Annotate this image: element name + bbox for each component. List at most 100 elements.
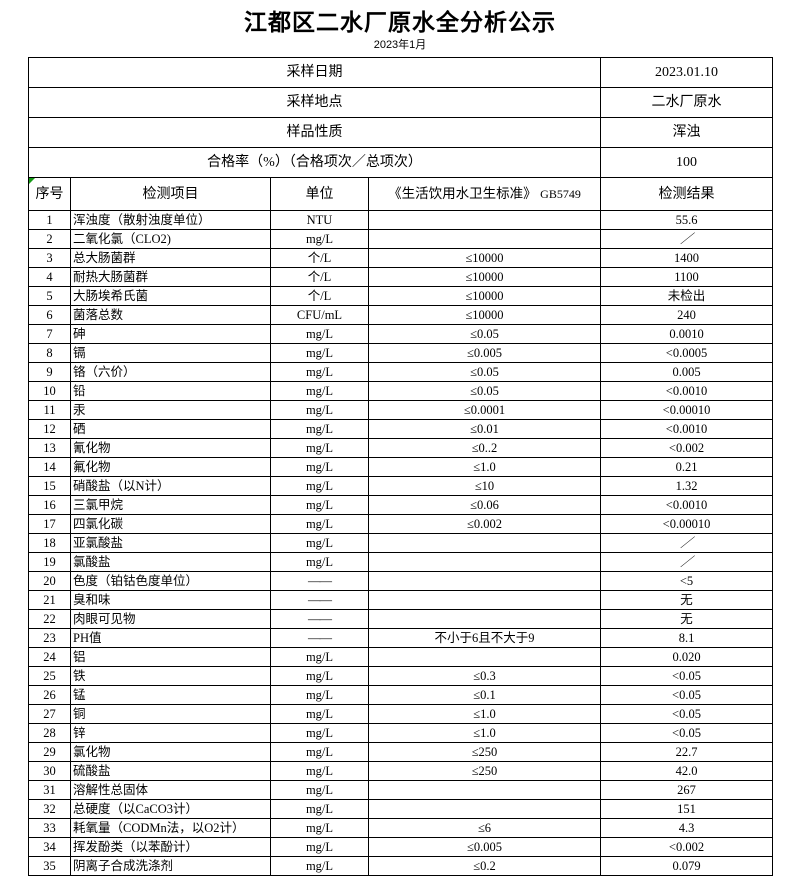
row-standard-cell [368,799,601,819]
row-result-cell: 42.0 [600,761,773,781]
cell-error-flag-icon [29,178,35,184]
row-index-cell: 16 [28,495,71,515]
row-item-cell: 耐热大肠菌群 [70,267,271,287]
page-title: 江都区二水厂原水全分析公示 [244,10,556,35]
summary-row-sampling-location: 采样地点 二水厂原水 [28,87,773,118]
row-unit-cell: —— [270,571,369,591]
row-result-cell: <0.05 [600,704,773,724]
row-unit-cell: —— [270,590,369,610]
row-standard-cell: 不小于6且不大于9 [368,628,601,648]
row-item-cell: 硝酸盐（以N计） [70,476,271,496]
row-item-cell: 氰化物 [70,438,271,458]
row-result-cell: <0.05 [600,685,773,705]
row-standard-cell [368,647,601,667]
table-row: 33 耗氧量（CODMn法，以O2计） mg/L ≤6 4.3 [28,818,773,838]
table-row: 6 菌落总数 CFU/mL ≤10000 240 [28,305,773,325]
table-row: 15 硝酸盐（以N计） mg/L ≤10 1.32 [28,476,773,496]
standard-name-label: 《生活饮用水卫生标准》 [388,186,537,201]
row-index-cell: 9 [28,362,71,382]
summary-label: 采样地点 [28,87,601,118]
row-index-cell: 6 [28,305,71,325]
row-standard-cell [368,210,601,230]
row-result-cell: 0.079 [600,856,773,876]
table-row: 23 PH值 —— 不小于6且不大于9 8.1 [28,628,773,648]
row-unit-cell: mg/L [270,552,369,572]
row-index-cell: 13 [28,438,71,458]
column-header-row: 序号 检测项目 单位 《生活饮用水卫生标准》 GB5749 检测结果 [28,177,773,211]
row-index-cell: 32 [28,799,71,819]
table-row: 9 铬（六价） mg/L ≤0.05 0.005 [28,362,773,382]
row-index-cell: 29 [28,742,71,762]
summary-value: 二水厂原水 [600,87,773,118]
row-unit-cell: mg/L [270,400,369,420]
row-item-cell: 镉 [70,343,271,363]
row-standard-cell: ≤10000 [368,286,601,306]
row-standard-cell: ≤0.005 [368,837,601,857]
row-item-cell: 铬（六价） [70,362,271,382]
row-item-cell: 臭和味 [70,590,271,610]
row-item-cell: 硫酸盐 [70,761,271,781]
not-tested-mark: ／ [680,231,693,246]
row-index-cell: 35 [28,856,71,876]
table-row: 22 肉眼可见物 —— 无 [28,609,773,629]
table-row: 1 浑浊度（散射浊度单位） NTU 55.6 [28,210,773,230]
summary-label: 采样日期 [28,57,601,88]
row-item-cell: 铁 [70,666,271,686]
row-standard-cell: ≤6 [368,818,601,838]
row-result-cell: ／ [600,229,773,249]
row-unit-cell: NTU [270,210,369,230]
table-row: 29 氯化物 mg/L ≤250 22.7 [28,742,773,762]
row-result-cell: 151 [600,799,773,819]
row-unit-cell: 个/L [270,248,369,268]
row-item-cell: 三氯甲烷 [70,495,271,515]
row-index-cell: 24 [28,647,71,667]
row-standard-cell: ≤0..2 [368,438,601,458]
row-unit-cell: mg/L [270,742,369,762]
em-dash-mark: —— [308,592,332,607]
row-index-cell: 19 [28,552,71,572]
summary-row-pass-rate: 合格率（%）（合格项次／总项次） 100 [28,147,773,178]
row-index-cell: 15 [28,476,71,496]
row-item-cell: 亚氯酸盐 [70,533,271,553]
row-standard-cell: ≤1.0 [368,723,601,743]
row-standard-cell: ≤0.01 [368,419,601,439]
row-index-cell: 26 [28,685,71,705]
row-item-cell: 铝 [70,647,271,667]
row-result-cell: 22.7 [600,742,773,762]
row-unit-cell: mg/L [270,799,369,819]
table-row: 19 氯酸盐 mg/L ／ [28,552,773,572]
row-unit-cell: mg/L [270,229,369,249]
row-index-cell: 17 [28,514,71,534]
row-index-cell: 1 [28,210,71,230]
row-result-cell: 未检出 [600,286,773,306]
row-index-cell: 8 [28,343,71,363]
row-index-cell: 30 [28,761,71,781]
em-dash-mark: —— [308,611,332,626]
row-result-cell: <0.00010 [600,400,773,420]
row-index-cell: 23 [28,628,71,648]
row-unit-cell: mg/L [270,514,369,534]
table-row: 30 硫酸盐 mg/L ≤250 42.0 [28,761,773,781]
row-unit-cell: 个/L [270,267,369,287]
row-index-cell: 11 [28,400,71,420]
column-header-unit: 单位 [270,177,369,211]
not-tested-mark: ／ [680,535,693,550]
row-index-cell: 14 [28,457,71,477]
row-unit-cell: mg/L [270,818,369,838]
row-unit-cell: CFU/mL [270,305,369,325]
table-row: 27 铜 mg/L ≤1.0 <0.05 [28,704,773,724]
row-result-cell: <5 [600,571,773,591]
row-item-cell: 氯酸盐 [70,552,271,572]
row-result-cell: ／ [600,552,773,572]
row-unit-cell: 个/L [270,286,369,306]
row-result-cell: 1.32 [600,476,773,496]
row-standard-cell: ≤0.002 [368,514,601,534]
row-unit-cell: mg/L [270,666,369,686]
row-item-cell: 氟化物 [70,457,271,477]
row-standard-cell: ≤250 [368,742,601,762]
row-index-cell: 22 [28,609,71,629]
row-item-cell: 耗氧量（CODMn法，以O2计） [70,818,271,838]
row-index-cell: 18 [28,533,71,553]
row-index-cell: 34 [28,837,71,857]
row-item-cell: 总大肠菌群 [70,248,271,268]
